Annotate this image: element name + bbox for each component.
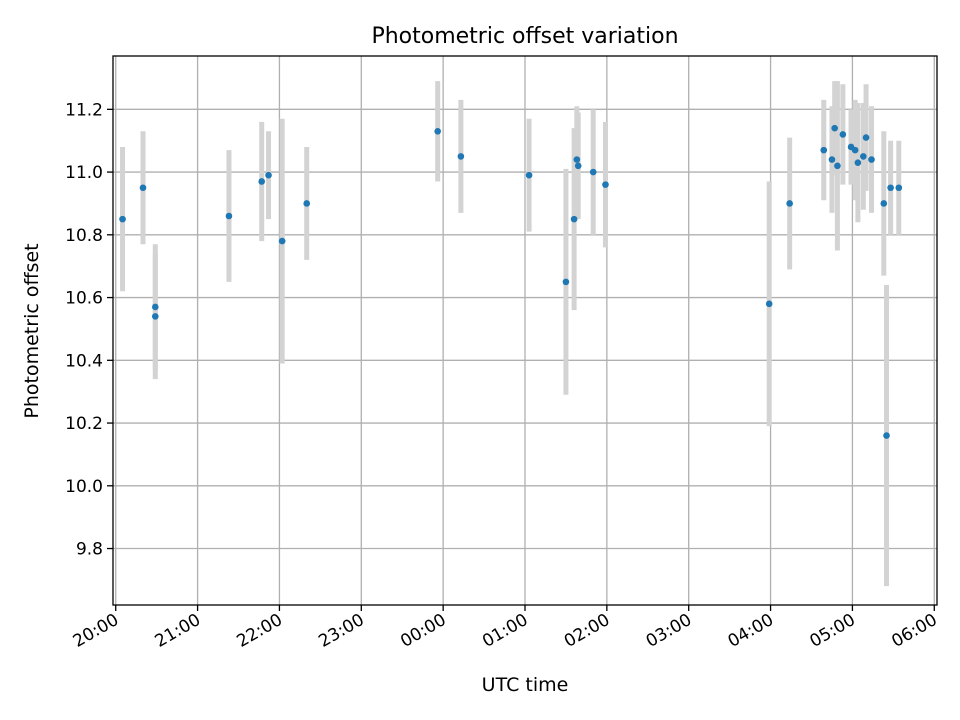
- y-tick-label: 10.2: [65, 414, 103, 434]
- point-layer: [119, 124, 903, 439]
- data-point: [602, 181, 609, 188]
- y-axis-ticks: 9.8 10.0 10.2 10.4 10.6 10.8 11.0 11.2: [65, 100, 113, 560]
- y-tick-label: 10.8: [65, 226, 103, 246]
- x-axis-label: UTC time: [482, 674, 569, 696]
- data-point: [151, 303, 159, 311]
- data-point: [265, 171, 272, 179]
- data-point: [139, 184, 147, 192]
- data-point: [574, 162, 582, 170]
- y-tick-label: 11.2: [65, 100, 103, 120]
- data-point: [278, 237, 286, 245]
- data-point: [895, 184, 903, 192]
- y-tick-label: 9.8: [76, 540, 103, 560]
- data-point: [820, 146, 828, 154]
- data-point: [880, 200, 888, 207]
- y-tick-label: 10.4: [65, 351, 103, 371]
- chart-title: Photometric offset variation: [371, 24, 678, 49]
- data-point: [525, 171, 533, 179]
- data-point: [883, 432, 890, 439]
- data-point: [570, 215, 578, 223]
- data-point: [862, 134, 870, 141]
- data-point: [887, 184, 894, 192]
- y-tick-label: 10.6: [65, 289, 103, 309]
- data-point: [834, 162, 841, 170]
- data-point: [119, 215, 126, 223]
- data-point: [457, 153, 465, 160]
- data-point: [786, 200, 793, 207]
- data-point: [225, 212, 233, 220]
- y-tick-label: 10.0: [65, 477, 103, 497]
- data-point: [839, 131, 847, 138]
- data-point: [828, 156, 836, 163]
- data-point: [854, 159, 862, 166]
- data-point: [258, 178, 266, 185]
- y-tick-label: 11.0: [65, 163, 103, 183]
- data-point: [562, 278, 570, 286]
- data-point: [868, 156, 875, 163]
- data-point: [851, 146, 859, 154]
- data-point: [303, 200, 311, 207]
- data-point: [434, 127, 441, 135]
- grid-layer: [113, 56, 937, 605]
- data-point: [860, 153, 867, 160]
- data-point: [589, 168, 597, 176]
- data-point: [151, 313, 159, 320]
- data-point: [831, 124, 838, 132]
- data-point: [765, 300, 773, 308]
- y-axis-label: Photometric offset: [21, 243, 43, 418]
- data-point: [573, 156, 581, 163]
